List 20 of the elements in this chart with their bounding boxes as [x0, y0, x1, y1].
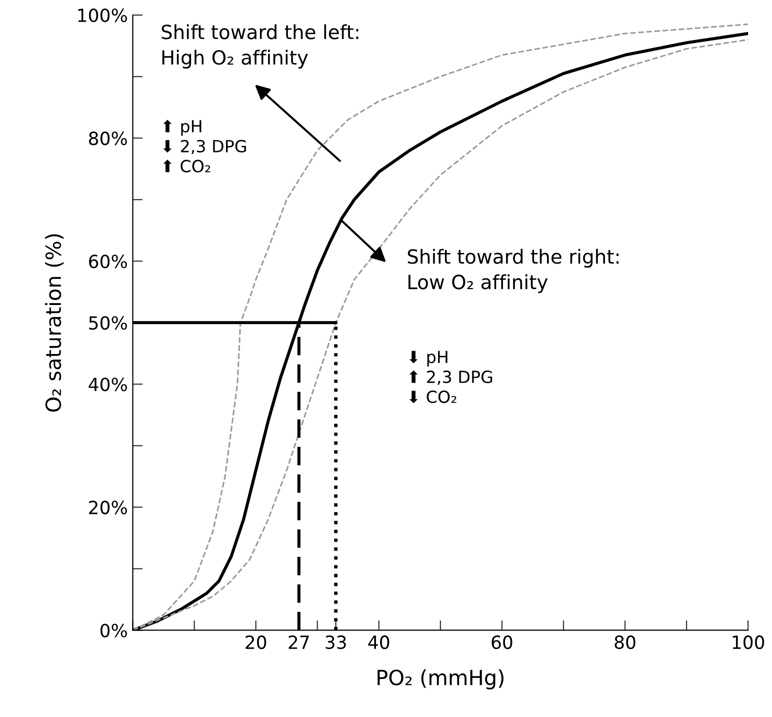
- x-tick-label: 20: [246, 635, 266, 650]
- y-tick-label: 80%: [89, 132, 127, 146]
- y-tick-label: 50%: [89, 316, 127, 330]
- y-axis-title: O₂ saturation (%): [45, 234, 64, 412]
- x-tick-label: 80: [614, 635, 636, 650]
- x-tick-label: 40: [368, 635, 390, 650]
- y-tick-label: 100%: [78, 8, 127, 22]
- x-tick-label: 60: [492, 635, 512, 650]
- x-tick-label: 27: [288, 635, 309, 649]
- annotation: Shift toward the right: Low O₂ affinity: [408, 248, 619, 294]
- annotation: ⬇ pH ⬆ 2,3 DPG ⬇ CO₂: [409, 350, 492, 404]
- y-tick-label: 0%: [100, 624, 127, 638]
- y-tick-label: 20%: [89, 500, 127, 514]
- y-tick-label: 40%: [88, 378, 127, 392]
- x-tick-label: 100: [732, 635, 764, 650]
- y-tick-label: 60%: [89, 254, 127, 268]
- x-axis-title: PO₂ (mmHg): [378, 669, 504, 690]
- annotation: Shift toward the left: High O₂ affinity: [162, 24, 358, 69]
- x-tick-label: 33: [326, 635, 346, 650]
- annotation: ⬆ pH ⬇ 2,3 DPG ⬆ CO₂: [163, 120, 246, 172]
